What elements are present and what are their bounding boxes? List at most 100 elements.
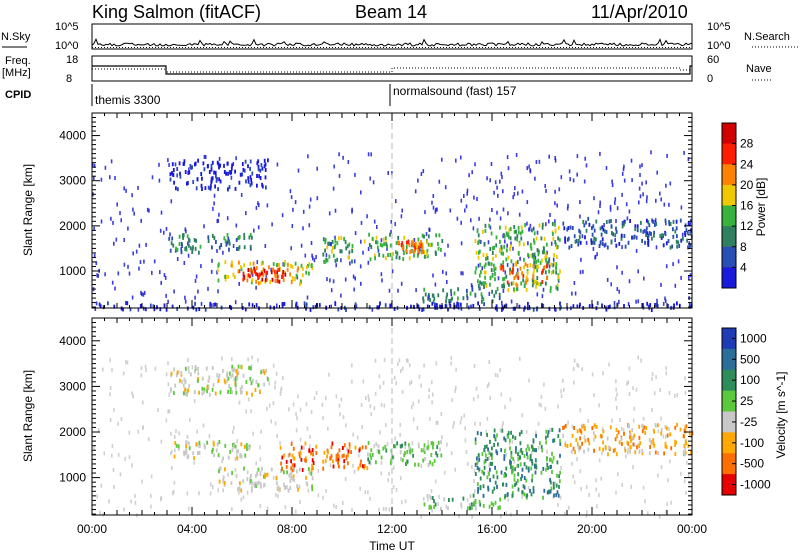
velocity-scatter-cell xyxy=(109,358,111,363)
power-scatter-cell xyxy=(683,150,685,155)
power-scatter-cell xyxy=(510,241,512,246)
power-scatter-cell xyxy=(377,248,380,253)
velocity-scatter-cell xyxy=(137,429,140,434)
power-echo-cell xyxy=(645,233,647,237)
velocity-echo-cell xyxy=(190,372,192,377)
velocity-echo-cell xyxy=(472,493,475,498)
velocity-echo-cell xyxy=(290,475,293,480)
power-echo-cell xyxy=(441,239,444,243)
velocity-scatter-cell xyxy=(411,441,414,446)
velocity-echo-cell xyxy=(311,466,314,470)
power-scatter-cell xyxy=(276,162,279,167)
power-echo-cell xyxy=(649,303,652,308)
power-scatter-cell xyxy=(616,206,619,211)
velocity-echo-cell xyxy=(488,504,491,509)
velocity-scatter-cell xyxy=(160,439,163,444)
velocity-echo-cell xyxy=(520,430,523,434)
velocity-scatter-cell xyxy=(642,416,645,421)
velocity-scatter-cell xyxy=(666,502,669,506)
power-echo-cell xyxy=(542,268,544,273)
velocity-scatter-cell xyxy=(111,367,113,372)
velocity-scatter-cell xyxy=(543,382,545,387)
power-echo-cell xyxy=(503,233,505,237)
power-scatter-cell xyxy=(183,261,186,265)
velocity-echo-cell xyxy=(520,447,523,452)
power-echo-cell xyxy=(281,275,283,279)
power-echo-cell xyxy=(525,277,528,282)
velocity-scatter-cell xyxy=(465,449,468,454)
velocity-echo-cell xyxy=(624,446,626,451)
velocity-scatter-cell xyxy=(600,476,602,481)
velocity-echo-cell xyxy=(534,470,537,475)
power-colorbar-swatch xyxy=(722,143,736,165)
velocity-echo-cell xyxy=(556,490,559,495)
velocity-echo-cell xyxy=(310,450,312,455)
velocity-echo-cell xyxy=(184,387,186,392)
velocity-scatter-cell xyxy=(631,437,634,442)
power-scatter-cell xyxy=(123,186,125,191)
velocity-scatter-cell xyxy=(395,381,397,386)
velocity-echo-cell xyxy=(545,435,547,440)
power-scatter-cell xyxy=(681,232,684,237)
power-scatter-cell xyxy=(97,273,99,278)
velocity-echo-cell xyxy=(408,445,411,450)
power-scatter-cell xyxy=(203,154,206,159)
velocity-scatter-cell xyxy=(467,462,469,466)
power-echo-cell xyxy=(477,279,479,284)
velocity-scatter-cell xyxy=(583,435,586,440)
power-scatter-cell xyxy=(643,228,646,233)
power-echo-cell xyxy=(413,249,416,254)
velocity-echo-cell xyxy=(292,446,295,451)
velocity-echo-cell xyxy=(236,372,239,377)
power-echo-cell xyxy=(431,293,434,298)
velocity-scatter-cell xyxy=(295,412,297,417)
power-echo-cell xyxy=(554,229,557,234)
power-echo-cell xyxy=(439,304,441,309)
velocity-scatter-cell xyxy=(128,430,131,435)
power-colorbar-tick-label: 8 xyxy=(740,240,747,254)
power-colorbar-tick-label: 4 xyxy=(740,260,747,274)
power-echo-cell xyxy=(526,278,529,282)
power-scatter-cell xyxy=(614,238,616,243)
power-scatter-cell xyxy=(132,207,134,212)
power-echo-cell xyxy=(570,244,573,248)
velocity-scatter-cell xyxy=(508,440,511,445)
velocity-colorbar-swatch xyxy=(722,411,736,433)
power-scatter-cell xyxy=(560,175,563,180)
velocity-scatter-cell xyxy=(473,364,476,369)
velocity-scatter-cell xyxy=(557,404,559,409)
power-echo-cell xyxy=(648,231,651,236)
power-echo-cell xyxy=(126,301,129,306)
velocity-scatter-cell xyxy=(407,358,409,363)
velocity-echo-cell xyxy=(690,450,692,455)
power-scatter-cell xyxy=(152,304,155,309)
power-scatter-cell xyxy=(110,159,113,164)
power-echo-cell xyxy=(602,227,605,232)
power-echo-cell xyxy=(424,292,427,297)
power-scatter-cell xyxy=(463,194,465,198)
power-echo-cell xyxy=(477,250,480,255)
velocity-scatter-cell xyxy=(642,485,645,490)
power-echo-cell xyxy=(502,264,504,269)
power-echo-cell xyxy=(284,261,287,266)
velocity-echo-cell xyxy=(509,438,511,443)
velocity-scatter-cell xyxy=(178,431,180,436)
power-scatter-cell xyxy=(573,281,576,285)
velocity-echo-cell xyxy=(194,369,196,374)
power-scatter-cell xyxy=(436,207,438,212)
power-echo-cell xyxy=(276,270,278,275)
power-echo-cell xyxy=(529,244,532,249)
velocity-echo-cell xyxy=(357,466,360,471)
velocity-echo-cell xyxy=(184,379,187,384)
power-echo-cell xyxy=(601,303,603,308)
velocity-echo-cell xyxy=(576,442,579,447)
power-scatter-cell xyxy=(476,197,478,201)
velocity-echo-cell xyxy=(239,390,242,395)
velocity-echo-cell xyxy=(573,426,575,430)
power-scatter-cell xyxy=(512,246,514,251)
power-echo-cell xyxy=(579,302,581,307)
velocity-scatter-cell xyxy=(665,366,667,371)
power-echo-cell xyxy=(176,167,179,171)
velocity-echo-cell xyxy=(624,448,627,453)
velocity-scatter-cell xyxy=(209,491,212,496)
